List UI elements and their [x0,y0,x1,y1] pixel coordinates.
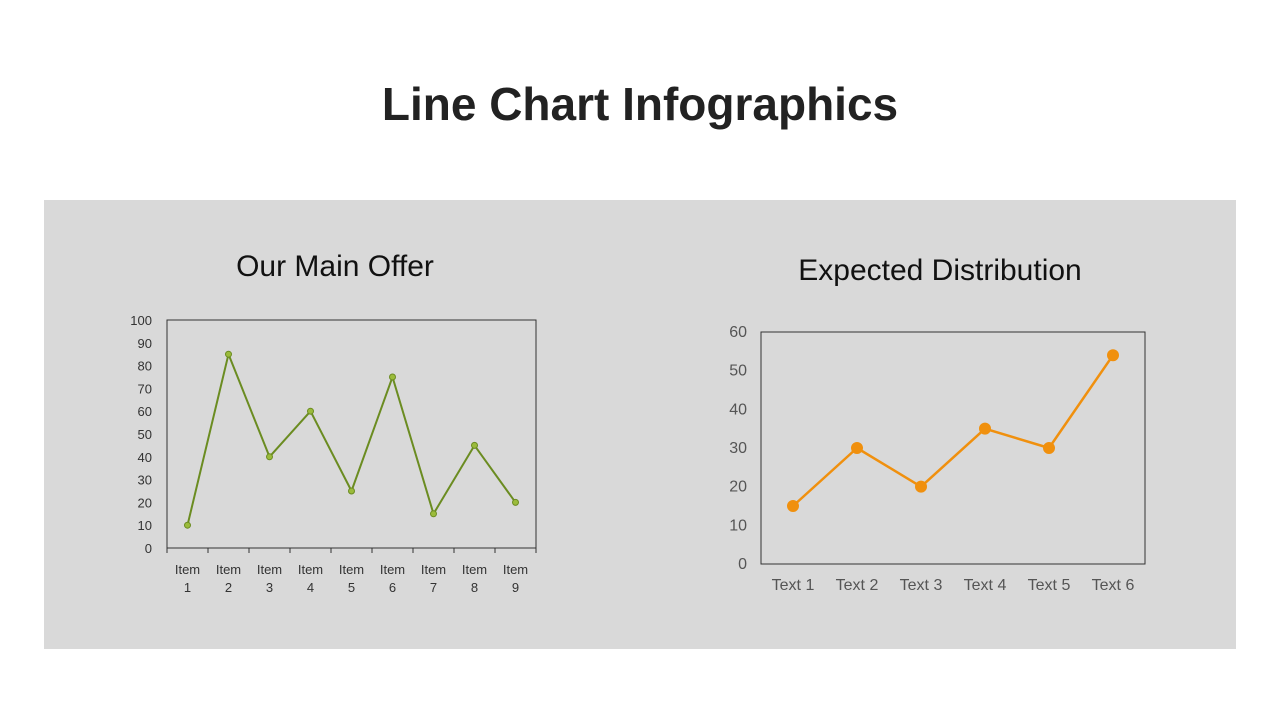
data-point [266,453,273,461]
x-tick-label: Text 5 [1028,577,1071,594]
plot-area-frame [166,319,537,549]
data-point [915,480,927,493]
x-tick-label: Item 5 [339,562,364,595]
x-tick-label: Text 1 [772,577,815,594]
page-title: Line Chart Infographics [381,78,899,130]
series-line [186,353,517,526]
chart-panel [44,200,1236,649]
chart-title: Expected Distribution [798,254,1081,287]
y-tick-label: 90 [138,336,152,351]
y-tick-label: 0 [145,541,152,556]
y-tick-label: 50 [729,363,747,380]
data-point [389,373,396,381]
data-point [471,441,478,449]
chart-title: Our Main Offer [236,250,434,283]
y-tick-label: 10 [138,518,152,533]
x-tick-label: Item 6 [380,562,405,595]
y-tick-label: 100 [130,313,152,328]
y-tick-label: 30 [729,440,747,457]
x-tick-label: Item 2 [216,562,241,595]
x-tick-label: Text 2 [836,577,879,594]
data-point [979,422,991,435]
data-point [307,407,314,415]
x-tick-label: Item 8 [462,562,487,595]
x-tick-label: Item 4 [298,562,323,595]
data-point [1107,349,1119,362]
x-tick-label: Item 7 [421,562,446,595]
y-tick-label: 60 [729,324,747,341]
data-point [512,498,519,506]
data-point [430,510,437,518]
plot-area-frame [760,331,1146,565]
chart-our-main-offer: Our Main Offer 0 10 20 30 40 50 60 70 80 90 100 It… [130,250,537,595]
y-tick-label: 40 [729,401,747,418]
data-point [851,442,863,454]
data-point [787,500,799,512]
y-tick-label: 20 [729,479,747,496]
x-tick-label: Item 9 [503,562,528,595]
y-tick-label: 80 [138,359,152,374]
data-point [1043,442,1055,454]
y-tick-label: 40 [138,450,152,465]
x-tick-label: Text 4 [964,577,1007,594]
y-tick-label: 20 [138,495,152,510]
x-tick-label: Item 1 [175,562,200,595]
chart-expected-distribution: Expected Distribution 0 10 20 30 40 50 60 Text… [729,254,1146,594]
data-point [348,487,355,495]
x-tick-label: Text 3 [900,577,943,594]
y-tick-label: 0 [738,556,747,573]
data-point [225,350,232,358]
y-tick-label: 60 [138,404,152,419]
y-tick-label: 70 [138,381,152,396]
data-point [184,521,191,529]
x-tick-label: Item 3 [257,562,282,595]
series-line [792,354,1115,507]
y-tick-label: 50 [138,427,152,442]
y-tick-label: 10 [729,517,747,534]
y-tick-label: 30 [138,473,152,488]
x-tick-label: Text 6 [1092,577,1135,594]
